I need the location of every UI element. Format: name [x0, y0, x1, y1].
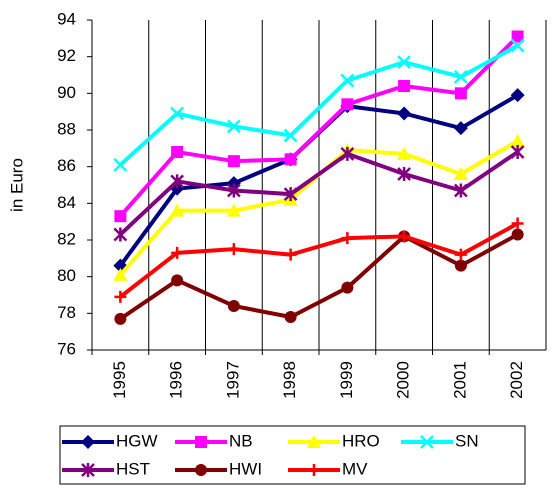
marker [114, 210, 127, 223]
marker [397, 55, 412, 70]
marker [171, 246, 184, 259]
series-line [119, 43, 519, 167]
x-tick-label: 1998 [280, 361, 299, 399]
legend-label: HGW [116, 431, 158, 450]
marker [171, 274, 184, 287]
y-axis-label: in Euro [7, 158, 26, 212]
marker [454, 248, 467, 261]
marker [227, 300, 240, 312]
series-line [119, 221, 519, 299]
marker [170, 174, 185, 189]
marker [453, 121, 468, 136]
legend-label: HWI [229, 459, 262, 478]
marker [283, 187, 298, 202]
marker [307, 435, 321, 448]
series-line [118, 35, 520, 218]
marker [510, 134, 525, 147]
marker [283, 128, 298, 143]
marker [453, 69, 468, 84]
marker [195, 464, 207, 476]
legend-label: SN [455, 431, 479, 450]
x-tick-label: 1995 [110, 361, 129, 399]
marker [226, 119, 241, 134]
x-tick-label: 1999 [337, 361, 356, 399]
marker [511, 217, 524, 230]
y-tick-label: 76 [57, 339, 76, 358]
marker [81, 463, 95, 477]
marker [398, 230, 411, 243]
marker [340, 146, 355, 161]
marker [510, 145, 525, 159]
legend-label: NB [229, 431, 253, 450]
marker [114, 312, 127, 325]
y-tick-label: 86 [57, 156, 76, 175]
marker [170, 203, 185, 217]
marker [453, 183, 468, 198]
marker [510, 38, 525, 53]
series-line [119, 232, 519, 321]
marker [341, 98, 354, 111]
marker [226, 183, 241, 198]
marker [420, 435, 434, 449]
marker [398, 80, 411, 92]
marker [510, 88, 525, 103]
y-tick-label: 94 [57, 9, 76, 28]
marker [195, 436, 207, 448]
marker [227, 243, 240, 256]
marker [511, 228, 524, 241]
y-tick-label: 80 [57, 266, 76, 285]
marker [454, 87, 467, 100]
marker [340, 73, 355, 88]
marker [397, 106, 412, 121]
marker [113, 227, 128, 242]
y-tick-label: 84 [57, 193, 76, 212]
marker [170, 106, 185, 121]
marker [397, 167, 412, 181]
marker [284, 153, 297, 166]
x-tick-label: 2002 [507, 361, 526, 399]
marker [308, 464, 320, 476]
marker [113, 267, 128, 281]
marker [453, 167, 468, 180]
marker [454, 259, 467, 272]
x-tick-label: 1996 [167, 361, 186, 399]
marker [284, 311, 297, 323]
series-line [119, 150, 519, 236]
y-tick-label: 88 [57, 119, 76, 138]
legend-label: HRO [342, 431, 380, 450]
legend-label: HST [116, 459, 150, 478]
marker [171, 146, 184, 158]
x-tick-label: 2001 [450, 361, 469, 399]
marker [81, 435, 95, 449]
y-tick-label: 90 [57, 83, 76, 102]
legend-box [59, 425, 526, 485]
y-tick-label: 82 [57, 229, 76, 248]
marker [113, 157, 128, 172]
x-tick-label: 2000 [394, 361, 413, 399]
y-tick-label: 78 [57, 303, 76, 322]
legend-label: MV [342, 459, 368, 478]
marker [511, 30, 524, 43]
marker [397, 146, 412, 160]
y-tick-label: 92 [57, 46, 76, 65]
marker [227, 155, 240, 168]
marker [226, 203, 241, 217]
marker [341, 232, 354, 245]
marker [341, 281, 354, 294]
x-tick-label: 1997 [223, 361, 242, 399]
marker [114, 290, 127, 303]
marker [284, 248, 297, 261]
